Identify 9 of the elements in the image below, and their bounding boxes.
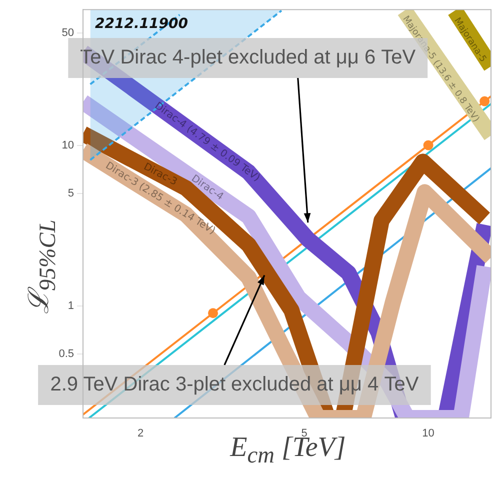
y-tick-label: 0.5 bbox=[58, 348, 74, 360]
y-tick-label: 10 bbox=[62, 139, 74, 152]
x-tick-label: 2 bbox=[137, 428, 144, 440]
y-tick-label: 5 bbox=[68, 188, 74, 200]
y-tick-label: 1 bbox=[68, 300, 74, 312]
annotation: 2.9 TeV Dirac 3-plet excluded at μμ 4 TeV bbox=[50, 374, 420, 396]
annotation: 2212.11900 bbox=[95, 16, 188, 32]
x-tick-label: 10 bbox=[422, 428, 434, 440]
y-tick-label: 50 bbox=[62, 27, 74, 40]
